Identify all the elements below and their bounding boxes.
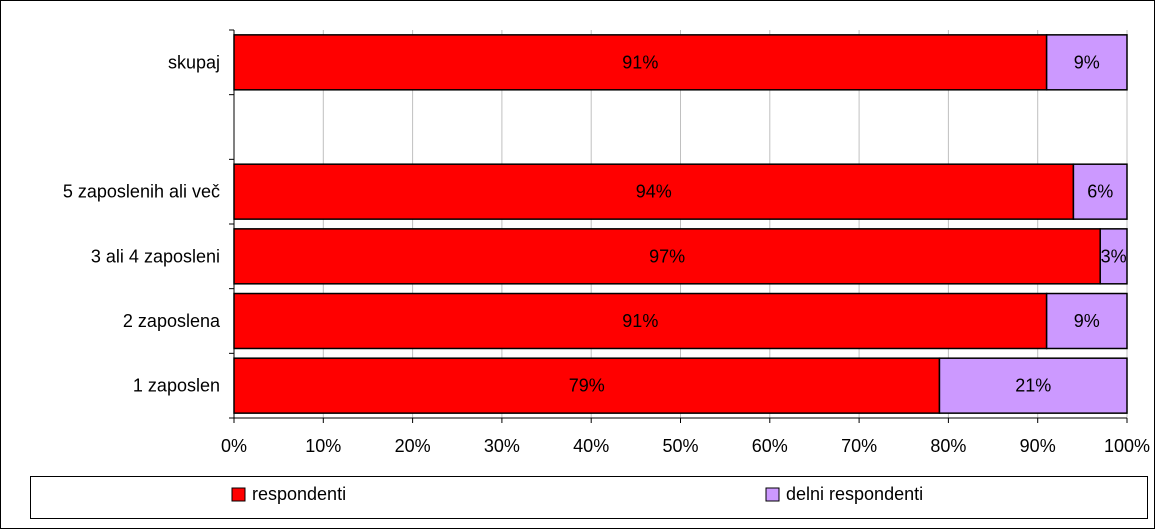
bar-segment	[233, 163, 1075, 220]
x-tick-label: 40%	[573, 436, 609, 456]
category-label: 1 zaposlen	[133, 376, 220, 396]
data-label: 9%	[1074, 311, 1100, 331]
data-label: 91%	[622, 52, 658, 72]
x-tick-label: 100%	[1104, 436, 1150, 456]
bar-segment	[1045, 34, 1128, 91]
x-tick-label: 0%	[221, 436, 247, 456]
data-label: 6%	[1087, 182, 1113, 202]
legend-box	[30, 476, 1148, 519]
x-tick-label: 30%	[484, 436, 520, 456]
legend-label: respondenti	[252, 484, 346, 504]
data-label: 94%	[636, 182, 672, 202]
data-label: 79%	[569, 376, 605, 396]
category-label: 2 zaposlena	[123, 311, 221, 331]
bar-segment	[1099, 228, 1128, 285]
x-tick-label: 90%	[1020, 436, 1056, 456]
legend-swatch	[765, 487, 780, 502]
bar-segment	[233, 292, 1048, 350]
x-tick-label: 60%	[752, 436, 788, 456]
category-label: skupaj	[168, 52, 220, 72]
category-label: 3 ali 4 zaposleni	[91, 246, 220, 266]
category-label: 5 zaposlenih ali več	[63, 182, 220, 202]
x-tick-label: 20%	[395, 436, 431, 456]
x-tick-label: 10%	[305, 436, 341, 456]
gridlines	[322, 30, 1128, 418]
data-label: 9%	[1074, 52, 1100, 72]
bar-segment	[938, 357, 1128, 414]
legend-swatch	[231, 487, 246, 502]
data-label: 91%	[622, 311, 658, 331]
bar-segment	[233, 357, 941, 414]
x-tick-label: 80%	[930, 436, 966, 456]
data-label: 21%	[1015, 376, 1051, 396]
legend: respondenti delni respondenti	[30, 476, 1148, 519]
bars: 91% 9% 94% 6% 97% 3% 91% 9% 79% 21%	[233, 34, 1128, 414]
bar-segment	[1045, 292, 1128, 350]
data-label: 97%	[649, 246, 685, 266]
x-tick-label: 50%	[662, 436, 698, 456]
bar-segment	[1072, 163, 1128, 220]
legend-label: delni respondenti	[786, 484, 923, 504]
data-label: 3%	[1101, 246, 1127, 266]
x-tick-label: 70%	[841, 436, 877, 456]
axes: 0% 10% 20% 30% 40% 50% 60% 70% 80% 90% 100% skupaj 5…	[63, 29, 1150, 456]
bar-segment	[233, 228, 1101, 285]
